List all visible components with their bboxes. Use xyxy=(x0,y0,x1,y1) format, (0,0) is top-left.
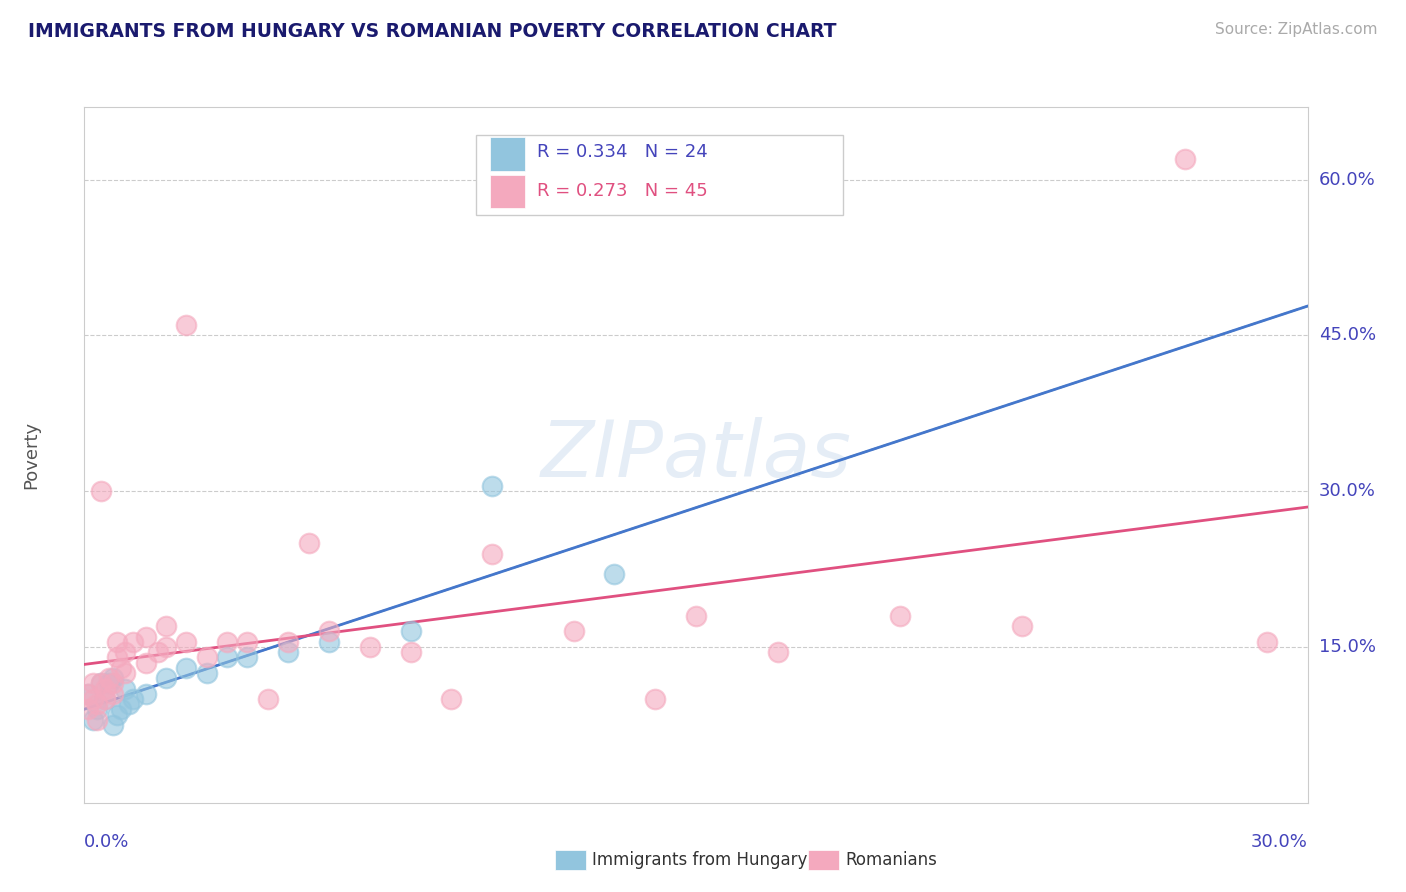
Point xyxy=(359,640,381,654)
Point xyxy=(155,640,177,654)
Point xyxy=(90,676,112,690)
Text: 45.0%: 45.0% xyxy=(1319,326,1376,344)
Point xyxy=(114,665,136,680)
Point xyxy=(766,645,789,659)
Point xyxy=(114,681,136,696)
Text: R = 0.334   N = 24: R = 0.334 N = 24 xyxy=(537,144,707,161)
Point xyxy=(105,650,128,665)
Point xyxy=(603,567,626,582)
Point xyxy=(399,624,422,639)
Point xyxy=(101,671,124,685)
Point xyxy=(1174,152,1197,166)
Text: 30.0%: 30.0% xyxy=(1319,483,1375,500)
Point xyxy=(155,619,177,633)
Point xyxy=(174,661,197,675)
Point xyxy=(97,676,120,690)
Text: Source: ZipAtlas.com: Source: ZipAtlas.com xyxy=(1215,22,1378,37)
Point xyxy=(118,697,141,711)
Text: 0.0%: 0.0% xyxy=(84,833,129,851)
Point xyxy=(135,630,157,644)
Point xyxy=(236,635,259,649)
Point xyxy=(101,687,124,701)
Point xyxy=(440,692,463,706)
FancyBboxPatch shape xyxy=(491,175,524,209)
Point xyxy=(481,547,503,561)
Point xyxy=(105,635,128,649)
Point xyxy=(399,645,422,659)
Point xyxy=(122,635,145,649)
Point xyxy=(298,536,321,550)
Text: Poverty: Poverty xyxy=(22,421,41,489)
Point xyxy=(77,687,100,701)
Point xyxy=(685,608,707,623)
Point xyxy=(105,707,128,722)
FancyBboxPatch shape xyxy=(475,135,842,215)
Point xyxy=(82,676,104,690)
Point xyxy=(97,671,120,685)
Point xyxy=(90,484,112,499)
Point xyxy=(236,650,259,665)
Text: 60.0%: 60.0% xyxy=(1319,170,1375,189)
Text: ZIPatlas: ZIPatlas xyxy=(540,417,852,493)
Point xyxy=(195,665,218,680)
Point xyxy=(122,692,145,706)
Point xyxy=(217,650,239,665)
Point xyxy=(101,676,124,690)
Point xyxy=(277,645,299,659)
Point xyxy=(82,692,104,706)
Point xyxy=(77,702,100,716)
Point xyxy=(318,624,340,639)
Text: Immigrants from Hungary: Immigrants from Hungary xyxy=(592,851,807,869)
Point xyxy=(174,635,197,649)
Point xyxy=(93,681,115,696)
Point xyxy=(82,713,104,727)
Text: 30.0%: 30.0% xyxy=(1251,833,1308,851)
Point xyxy=(101,718,124,732)
Point xyxy=(1011,619,1033,633)
Text: 15.0%: 15.0% xyxy=(1319,638,1375,656)
Point xyxy=(174,318,197,332)
Point xyxy=(318,635,340,649)
Point xyxy=(77,687,100,701)
Point xyxy=(86,697,108,711)
Point xyxy=(217,635,239,649)
Point xyxy=(110,661,132,675)
Point xyxy=(146,645,169,659)
Point xyxy=(135,687,157,701)
Text: Romanians: Romanians xyxy=(845,851,936,869)
Point xyxy=(889,608,911,623)
Point xyxy=(110,702,132,716)
Point xyxy=(1256,635,1278,649)
Point xyxy=(644,692,666,706)
Point xyxy=(86,702,108,716)
Point xyxy=(90,676,112,690)
Point xyxy=(155,671,177,685)
Point xyxy=(114,645,136,659)
Point xyxy=(562,624,585,639)
Point xyxy=(257,692,280,706)
Point xyxy=(86,713,108,727)
Point xyxy=(195,650,218,665)
Point xyxy=(277,635,299,649)
Text: R = 0.273   N = 45: R = 0.273 N = 45 xyxy=(537,182,707,200)
Point xyxy=(481,479,503,493)
FancyBboxPatch shape xyxy=(491,137,524,171)
Text: IMMIGRANTS FROM HUNGARY VS ROMANIAN POVERTY CORRELATION CHART: IMMIGRANTS FROM HUNGARY VS ROMANIAN POVE… xyxy=(28,22,837,41)
Point xyxy=(135,656,157,670)
Point xyxy=(93,692,115,706)
Point xyxy=(93,692,115,706)
